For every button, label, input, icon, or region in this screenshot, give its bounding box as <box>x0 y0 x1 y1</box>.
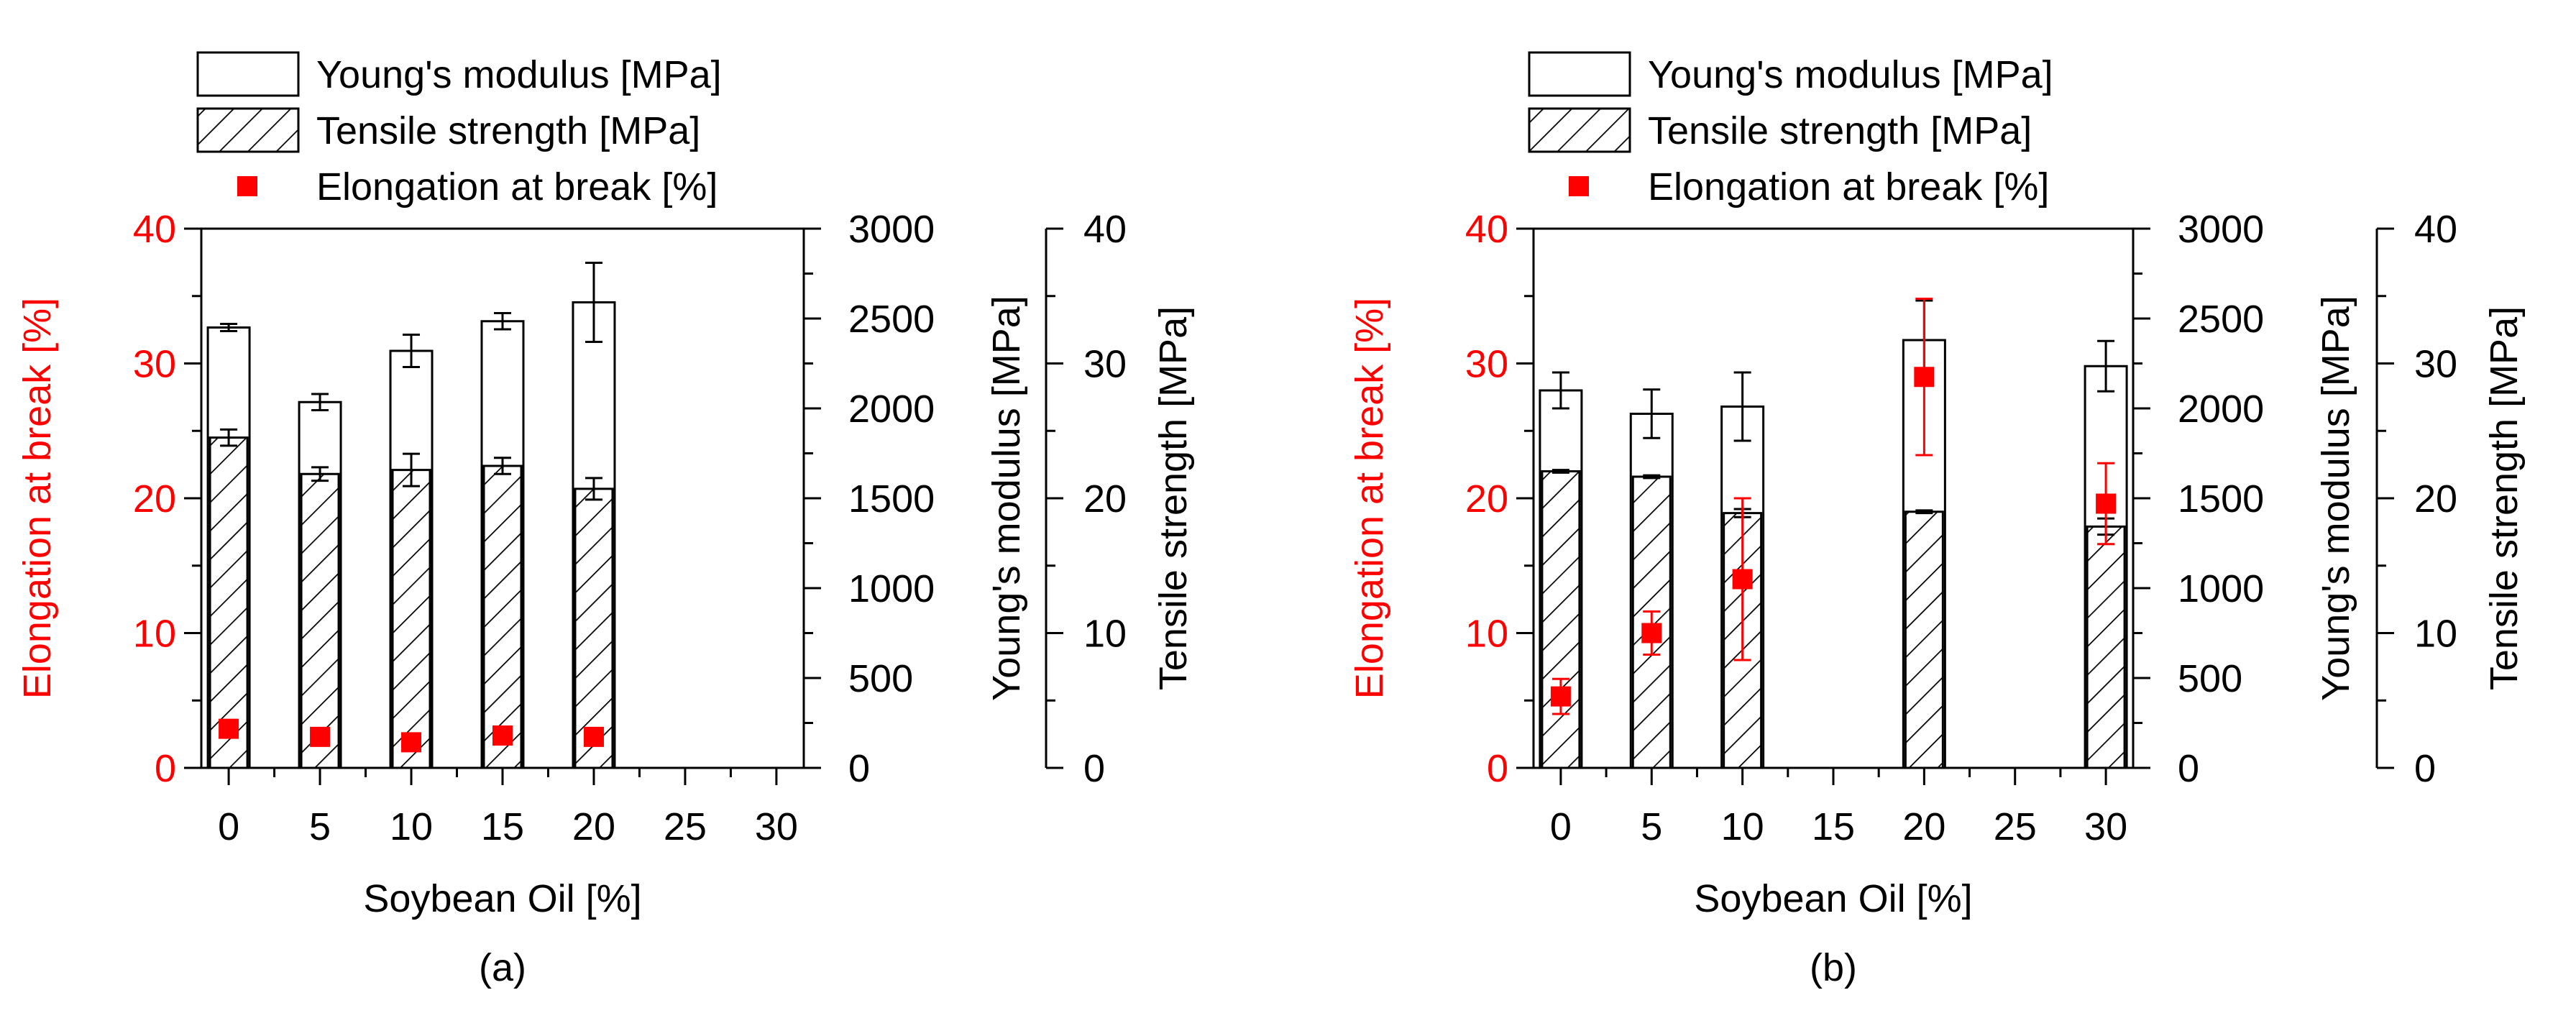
x-axis-tick-label: 25 <box>1994 805 2037 848</box>
bar-strength <box>1904 510 1944 769</box>
bar-strength <box>208 436 249 769</box>
modulus-axis-tick-label: 2000 <box>2178 388 2264 431</box>
legend-label-elongation: Elongation at break [%] <box>1648 165 2049 209</box>
legend-marker-elongation <box>237 176 257 196</box>
modulus-axis-tick-label: 3000 <box>2178 208 2264 251</box>
x-axis-tick-label: 30 <box>2084 805 2127 848</box>
point-elongation <box>1641 623 1662 643</box>
modulus-axis-tick-label: 1000 <box>848 567 935 610</box>
point-elongation <box>492 725 513 746</box>
left-axis-tick-label: 0 <box>1487 747 1508 790</box>
legend-label-strength: Tensile strength [MPa] <box>316 109 700 152</box>
panel-label: (a) <box>479 946 526 989</box>
bar-strength <box>391 469 431 769</box>
strength-axis-tick-label: 30 <box>2414 343 2457 386</box>
left-axis-tick-label: 20 <box>1465 477 1508 521</box>
x-axis-tick-label: 5 <box>1641 805 1662 848</box>
x-axis-tick-label: 15 <box>1812 805 1855 848</box>
left-axis-label: Elongation at break [%] <box>16 298 59 699</box>
legend-marker-elongation <box>1569 176 1589 196</box>
x-axis-tick-label: 0 <box>218 805 239 848</box>
point-elongation <box>1732 569 1753 590</box>
modulus-axis-label: Young's modulus [MPa] <box>2314 296 2357 701</box>
left-axis-tick-label: 10 <box>1465 613 1508 656</box>
modulus-axis-tick-label: 2500 <box>2178 298 2264 341</box>
modulus-axis-tick-label: 1500 <box>848 477 935 521</box>
strength-axis-tick-label: 10 <box>2414 613 2457 656</box>
legend-swatch-modulus <box>196 51 300 97</box>
x-axis-tick-label: 10 <box>390 805 433 848</box>
modulus-axis-tick-label: 0 <box>2178 747 2199 790</box>
strength-axis-tick-label: 20 <box>2414 477 2457 521</box>
left-axis-tick-label: 10 <box>133 613 176 656</box>
x-axis-tick-label: 10 <box>1721 805 1764 848</box>
x-axis-tick-label: 25 <box>664 805 707 848</box>
modulus-axis-tick-label: 2500 <box>848 298 935 341</box>
left-axis-label: Elongation at break [%] <box>1348 298 1391 699</box>
modulus-axis-tick-label: 1000 <box>2178 567 2264 610</box>
strength-axis-label: Tensile strength [MPa] <box>2483 306 2526 690</box>
bar-strength <box>574 487 614 769</box>
strength-axis-tick-label: 20 <box>1083 477 1127 521</box>
strength-axis-tick-label: 40 <box>2414 208 2457 251</box>
point-elongation <box>2096 493 2117 514</box>
strength-axis-tick-label: 0 <box>2414 747 2436 790</box>
panel-b: Young's modulus [MPa] Tensile strength [M… <box>1348 51 2526 989</box>
legend-label-modulus: Young's modulus [MPa] <box>1648 53 2053 96</box>
legend-label-strength: Tensile strength [MPa] <box>1648 109 2032 152</box>
modulus-axis-label: Young's modulus [MPa] <box>985 296 1028 701</box>
legend-label-modulus: Young's modulus [MPa] <box>316 53 722 96</box>
x-axis-tick-label: 20 <box>572 805 615 848</box>
x-axis-label: Soybean Oil [%] <box>363 877 641 920</box>
left-axis-tick-label: 40 <box>133 208 176 251</box>
strength-axis-tick-label: 40 <box>1083 208 1127 251</box>
point-elongation <box>1550 686 1571 707</box>
left-axis-tick-label: 40 <box>1465 208 1508 251</box>
legend-swatch-strength <box>1528 107 1631 153</box>
strength-axis-tick-label: 10 <box>1083 613 1127 656</box>
modulus-axis-tick-label: 2000 <box>848 388 935 431</box>
legend-swatch-strength <box>196 107 300 153</box>
modulus-axis-tick-label: 0 <box>848 747 870 790</box>
modulus-axis-tick-label: 3000 <box>848 208 935 251</box>
point-elongation <box>583 726 604 747</box>
modulus-axis-tick-label: 500 <box>2178 657 2242 700</box>
left-axis-tick-label: 20 <box>133 477 176 521</box>
left-axis-tick-label: 0 <box>155 747 176 790</box>
point-elongation <box>310 726 331 747</box>
x-axis-tick-label: 0 <box>1550 805 1572 848</box>
bar-strength <box>482 464 523 769</box>
x-axis-tick-label: 20 <box>1902 805 1945 848</box>
point-elongation <box>219 718 239 739</box>
strength-axis-label: Tensile strength [MPa] <box>1152 306 1195 690</box>
strength-axis-tick-label: 30 <box>1083 343 1127 386</box>
x-axis-label: Soybean Oil [%] <box>1694 877 1972 920</box>
x-axis-tick-label: 30 <box>755 805 798 848</box>
x-axis-tick-label: 5 <box>309 805 331 848</box>
bar-strength <box>1541 470 1581 769</box>
bar-strength <box>300 472 340 769</box>
legend-label-elongation: Elongation at break [%] <box>316 165 718 209</box>
point-elongation <box>401 732 422 753</box>
point-elongation <box>1914 367 1935 388</box>
panel-a: Young's modulus [MPa] Tensile strength [M… <box>16 51 1195 989</box>
bar-strength <box>1631 475 1672 769</box>
left-axis-tick-label: 30 <box>133 343 176 386</box>
x-axis-tick-label: 15 <box>481 805 524 848</box>
panel-label: (b) <box>1810 946 1857 989</box>
legend-swatch-modulus <box>1528 51 1631 97</box>
left-axis-tick-label: 30 <box>1465 343 1508 386</box>
bar-strength <box>2086 525 2126 769</box>
strength-axis-tick-label: 0 <box>1083 747 1105 790</box>
modulus-axis-tick-label: 500 <box>848 657 913 700</box>
modulus-axis-tick-label: 1500 <box>2178 477 2264 521</box>
